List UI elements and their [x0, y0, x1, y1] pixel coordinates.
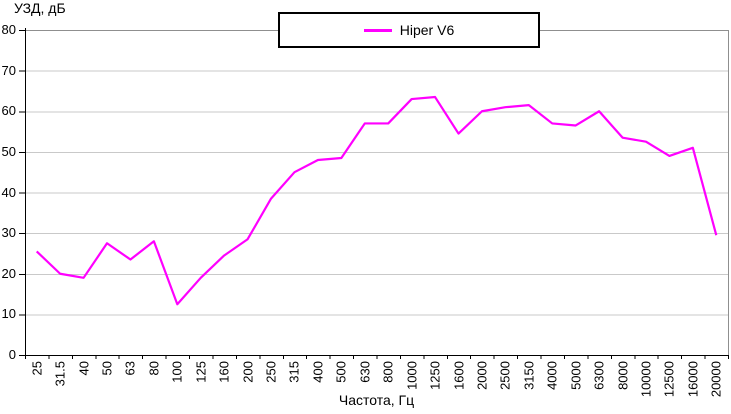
- y-tick-label: 60: [1, 103, 16, 119]
- legend: Hiper V6: [278, 12, 540, 48]
- y-tick-label: 70: [1, 62, 16, 78]
- x-tick-label: 25: [29, 361, 45, 376]
- x-tick-label: 1600: [451, 361, 467, 390]
- x-tick-label: 500: [333, 361, 349, 383]
- x-tick-label: 31.5: [52, 361, 68, 387]
- x-tick-label: 250: [263, 361, 279, 383]
- x-tick-label: 2000: [474, 361, 490, 390]
- legend-line-swatch: [363, 28, 392, 32]
- x-tick-label: 80: [146, 361, 162, 376]
- x-tick-label: 40: [76, 361, 92, 376]
- y-tick-label: 40: [1, 184, 16, 200]
- y-tick-label: 80: [1, 22, 16, 37]
- x-tick-label: 630: [357, 361, 373, 383]
- x-tick-label: 50: [99, 361, 115, 376]
- x-tick-label: 3150: [521, 361, 537, 390]
- x-tick-label: 200: [240, 361, 256, 383]
- y-tick-label: 50: [1, 143, 16, 159]
- y-tick-label: 30: [1, 225, 16, 241]
- x-tick-label: 6300: [591, 361, 607, 390]
- x-tick-label: 1000: [404, 361, 420, 390]
- x-tick-label: 4000: [544, 361, 560, 390]
- x-tick-label: 800: [380, 361, 396, 383]
- x-tick-label: 315: [286, 361, 302, 383]
- x-tick-label: 63: [122, 361, 138, 376]
- series-line: [35, 95, 718, 306]
- y-tick-label: 10: [1, 306, 16, 322]
- x-axis-title: Частота, Гц: [338, 392, 415, 408]
- x-tick-label: 8000: [615, 361, 631, 390]
- y-tick-label: 20: [1, 265, 16, 281]
- legend-series-label: Hiper V6: [399, 22, 455, 38]
- y-axis-title: УЗД, дБ: [14, 0, 66, 16]
- x-tick-label: 1250: [427, 361, 443, 390]
- x-tick-label: 100: [169, 361, 185, 383]
- x-tick-label: 125: [193, 361, 209, 383]
- x-tick-label: 160: [216, 361, 232, 383]
- x-tick-label: 400: [310, 361, 326, 383]
- x-tick-label: 5000: [568, 361, 584, 390]
- x-tick-label: 2500: [497, 361, 513, 390]
- y-tick-label: 0: [8, 347, 16, 362]
